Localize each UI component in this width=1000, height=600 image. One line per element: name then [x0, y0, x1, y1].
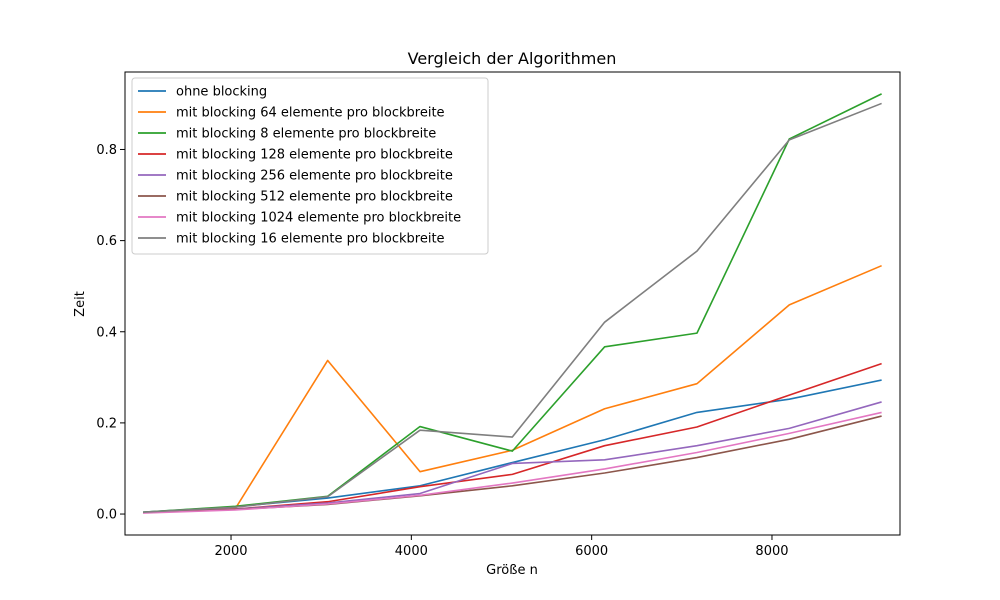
y-axis-label: Zeit	[73, 291, 88, 317]
legend: ohne blocking mit blocking 64 elemente pr…	[131, 77, 489, 255]
x-tick-label: 2000	[214, 544, 247, 559]
chart-title: Vergleich der Algorithmen	[408, 49, 617, 68]
y-tick-label: 0.8	[96, 143, 117, 158]
legend-label: mit blocking 512 elemente pro blockbreit…	[176, 190, 453, 205]
series-line-7	[142, 102, 882, 514]
x-axis-label: Größe n	[486, 563, 538, 578]
y-tick-label: 0.0	[96, 508, 117, 523]
legend-label: mit blocking 256 elemente pro blockbreit…	[176, 169, 453, 184]
legend-box	[131, 77, 489, 255]
x-axis: 2000 4000 6000 8000	[214, 535, 789, 559]
legend-label: mit blocking 64 elemente pro blockbreite	[176, 106, 445, 121]
plot-frame	[124, 71, 901, 536]
x-tick-label: 6000	[575, 544, 608, 559]
x-tick-label: 8000	[755, 544, 788, 559]
y-axis: 0.0 0.2 0.4 0.6 0.8	[96, 143, 125, 523]
y-tick-label: 0.6	[96, 234, 117, 249]
x-tick-label: 4000	[395, 544, 428, 559]
legend-label: mit blocking 8 elemente pro blockbreite	[176, 127, 436, 142]
legend-label: ohne blocking	[176, 85, 267, 100]
series-layer	[142, 93, 882, 514]
legend-label: mit blocking 128 elemente pro blockbreit…	[176, 148, 453, 163]
y-tick-label: 0.4	[96, 325, 117, 340]
series-line-6	[143, 411, 882, 514]
y-tick-label: 0.2	[96, 416, 117, 431]
legend-label: mit blocking 16 elemente pro blockbreite	[176, 232, 445, 247]
legend-label: mit blocking 1024 elemente pro blockbrei…	[176, 211, 461, 226]
